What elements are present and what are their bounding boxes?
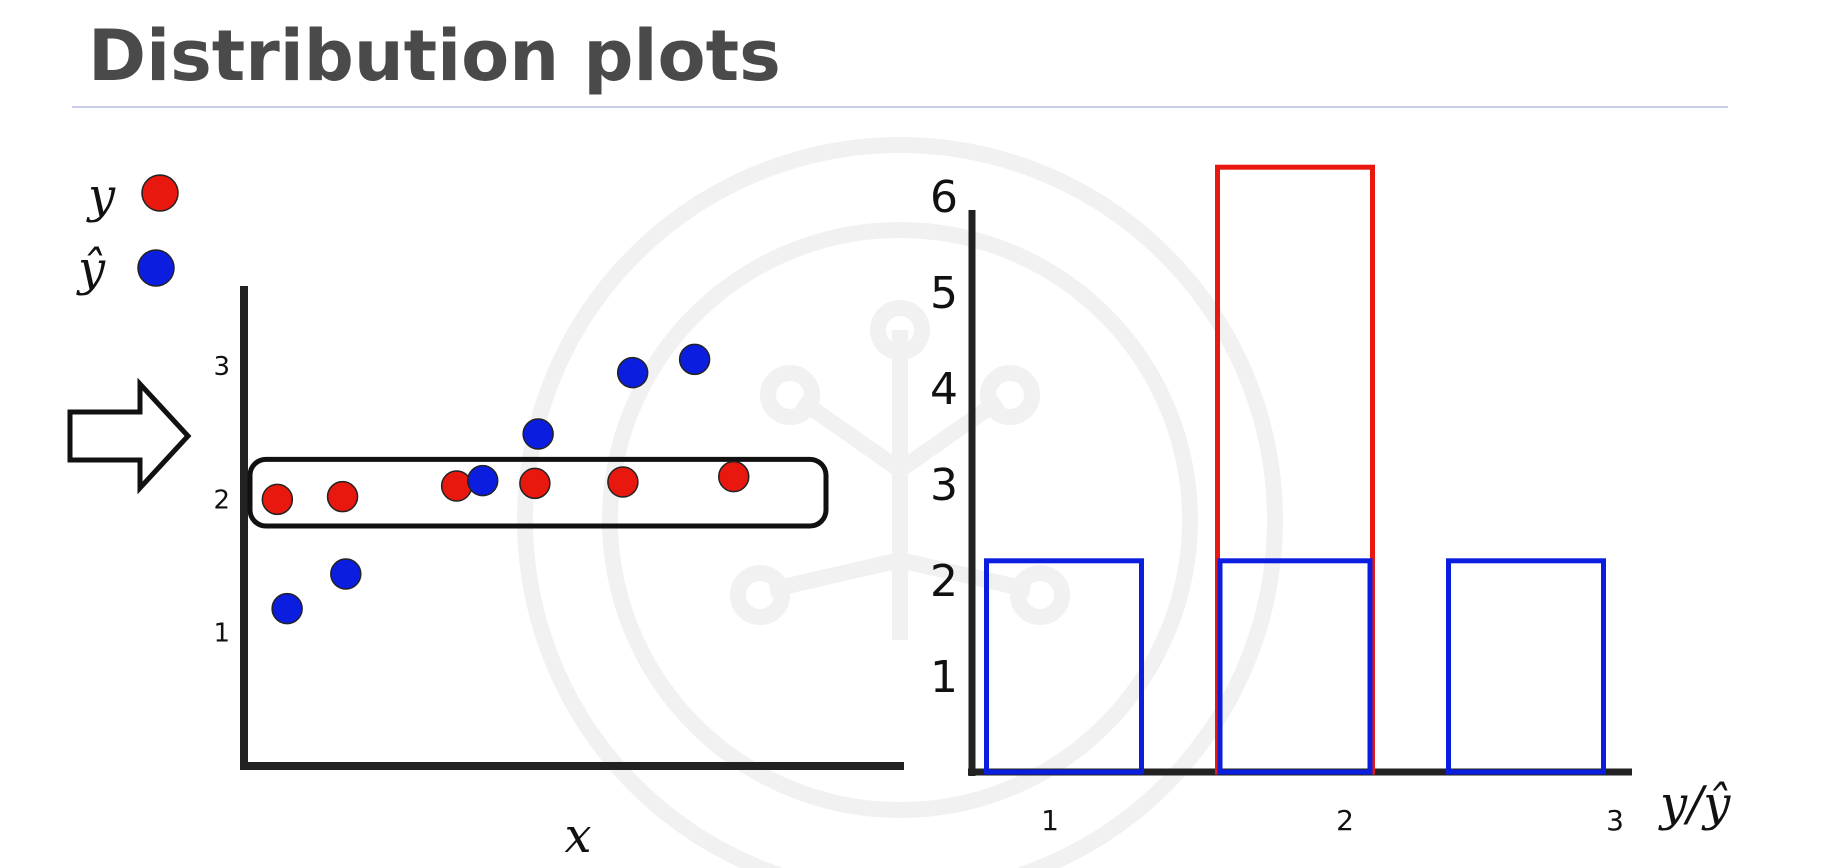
legend-swatch-y-hat bbox=[137, 249, 175, 287]
histogram-y-tick-2: 2 bbox=[930, 556, 958, 607]
watermark-logo bbox=[517, 137, 1283, 868]
legend-swatch-y bbox=[141, 174, 179, 212]
actual-point-1 bbox=[261, 483, 294, 516]
histogram-bars bbox=[984, 164, 1606, 775]
page-title: Distribution plots bbox=[88, 15, 781, 97]
histogram-y-tick-5: 5 bbox=[930, 268, 958, 319]
actual-point-6 bbox=[717, 460, 750, 493]
scatter-y-tick-3: 3 bbox=[213, 352, 230, 382]
predicted-point-5 bbox=[616, 356, 649, 389]
predicted-point-4 bbox=[522, 418, 554, 450]
title-divider bbox=[72, 106, 1728, 108]
actual-point-2 bbox=[326, 480, 359, 513]
histogram-y-tick-1: 1 bbox=[930, 652, 958, 703]
scatter-legend: y ŷ bbox=[76, 168, 179, 297]
histogram-x-tick-2: 2 bbox=[1336, 804, 1354, 837]
histogram-y-tick-3: 3 bbox=[930, 460, 958, 511]
scatter-x-label: x bbox=[564, 808, 591, 864]
legend-label-y: y bbox=[86, 168, 116, 224]
actual-point-5 bbox=[607, 466, 639, 498]
scatter-y-tick-labels: 1 2 3 bbox=[213, 352, 230, 649]
scatter-y-tick-1: 1 bbox=[213, 619, 230, 649]
legend-label-y-hat: ŷ bbox=[76, 241, 106, 297]
right-arrow-icon bbox=[67, 377, 192, 495]
histogram-chart: 1 2 3 4 5 6 1 2 3 y/ŷ bbox=[930, 164, 1731, 837]
histogram-y-tick-4: 4 bbox=[930, 364, 958, 415]
predicted-point-3 bbox=[466, 464, 499, 497]
predicted-point-2 bbox=[330, 558, 362, 590]
predicted-point-6 bbox=[678, 343, 711, 376]
predicted-bar-1 bbox=[984, 558, 1144, 775]
scatter-chart: y ŷ 1 2 3 x bbox=[67, 168, 904, 864]
scatter-y-tick-2: 2 bbox=[213, 485, 230, 515]
histogram-x-tick-1: 1 bbox=[1041, 804, 1059, 837]
actual-point-3 bbox=[440, 470, 473, 502]
histogram-x-label: y/ŷ bbox=[1658, 776, 1731, 832]
predicted-bar-2 bbox=[1217, 558, 1373, 775]
histogram-x-tick-3: 3 bbox=[1606, 804, 1624, 837]
predicted-point-1 bbox=[271, 592, 303, 625]
highlight-band bbox=[247, 456, 829, 529]
predicted-bar-3 bbox=[1446, 558, 1606, 775]
histogram-x-tick-labels: 1 2 3 bbox=[1041, 804, 1624, 837]
histogram-y-tick-labels: 1 2 3 4 5 6 bbox=[930, 172, 958, 703]
histogram-y-tick-6: 6 bbox=[930, 172, 958, 223]
actual-point-4 bbox=[519, 467, 551, 500]
scatter-points bbox=[261, 343, 750, 625]
